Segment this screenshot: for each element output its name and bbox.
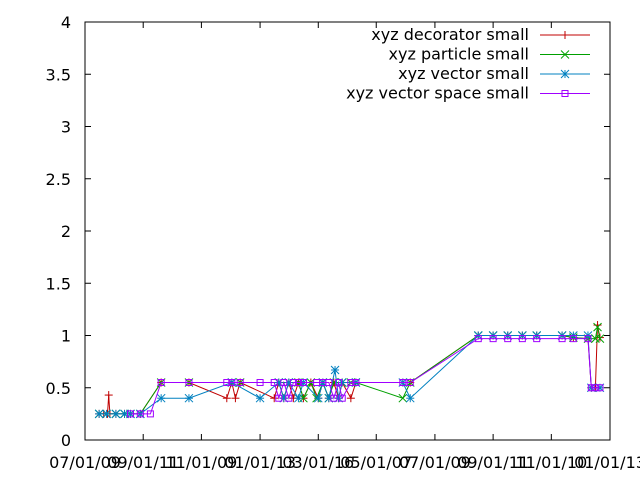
- data-point: [533, 335, 541, 343]
- data-point: [185, 379, 193, 387]
- data-point: [157, 379, 165, 387]
- y-tick-label: 4: [61, 13, 71, 32]
- series-2: [94, 322, 605, 419]
- data-point: [587, 384, 595, 392]
- data-point: [270, 379, 278, 387]
- legend-marker: [561, 31, 569, 39]
- data-point: [156, 393, 166, 403]
- x-tick-label: 09/01/11: [457, 453, 529, 472]
- data-point: [330, 394, 338, 402]
- y-tick-label: 0.5: [46, 379, 71, 398]
- data-point: [289, 379, 297, 387]
- data-point: [294, 393, 303, 403]
- data-point: [569, 335, 577, 343]
- data-point: [405, 393, 415, 403]
- data-point: [294, 379, 302, 387]
- data-point: [591, 334, 600, 343]
- data-point: [584, 335, 592, 343]
- data-point: [335, 379, 343, 387]
- data-point: [406, 379, 414, 387]
- legend-item: xyz particle small: [389, 45, 590, 64]
- data-point: [136, 410, 144, 418]
- y-tick-label: 3: [61, 118, 71, 137]
- y-tick-label: 3.5: [46, 65, 71, 84]
- data-point: [255, 393, 265, 403]
- data-point: [489, 335, 497, 343]
- data-point: [595, 334, 605, 343]
- data-point: [222, 394, 231, 403]
- series-line: [130, 338, 600, 415]
- data-point: [285, 394, 293, 402]
- data-point: [111, 409, 121, 419]
- data-point: [325, 379, 333, 387]
- data-point: [313, 393, 323, 403]
- x-tick-label: 05/01/07: [340, 453, 412, 472]
- series-line: [99, 326, 601, 415]
- data-point: [236, 379, 244, 387]
- data-point: [275, 394, 283, 402]
- x-tick-label: 01/01/13: [574, 453, 640, 472]
- data-point: [558, 335, 566, 343]
- legend-label: xyz vector space small: [346, 84, 529, 103]
- y-tick-label: 1: [61, 327, 71, 346]
- x-tick-label: 01/01/13: [224, 453, 296, 472]
- series-4: [127, 335, 604, 418]
- data-point: [94, 409, 104, 419]
- data-point: [330, 365, 340, 375]
- data-point: [231, 394, 240, 403]
- legend-item: xyz vector small: [398, 64, 590, 83]
- data-point: [228, 379, 236, 387]
- data-point: [256, 379, 264, 387]
- legend-marker: [560, 50, 570, 59]
- x-tick-label: 07/01/09: [49, 453, 121, 472]
- data-point: [146, 410, 154, 418]
- data-point: [104, 391, 113, 400]
- data-point: [352, 379, 360, 387]
- data-point: [398, 393, 408, 403]
- legend-marker: [560, 69, 570, 79]
- data-point: [223, 379, 231, 387]
- x-tick-label: 11/01/10: [515, 453, 587, 472]
- data-point: [280, 379, 288, 387]
- data-point: [347, 379, 355, 387]
- data-point: [474, 335, 482, 343]
- data-point: [518, 335, 526, 343]
- data-point: [399, 379, 407, 387]
- legend-label: xyz decorator small: [371, 25, 529, 44]
- data-point: [270, 394, 279, 403]
- data-point: [338, 394, 346, 402]
- axes: 00.511.522.533.5407/01/0909/01/1111/01/0…: [46, 13, 640, 472]
- legend-marker: [561, 90, 569, 97]
- data-point: [184, 393, 194, 403]
- y-tick-label: 0: [61, 431, 71, 450]
- y-tick-label: 2.5: [46, 170, 71, 189]
- x-tick-label: 07/01/09: [399, 453, 471, 472]
- x-tick-label: 11/01/09: [165, 453, 237, 472]
- x-tick-label: 09/01/11: [107, 453, 179, 472]
- data-point: [102, 409, 111, 419]
- legend-label: xyz particle small: [389, 45, 529, 64]
- series-line: [99, 335, 600, 415]
- series-layer: [94, 321, 605, 419]
- series-3: [94, 331, 605, 419]
- data-point: [591, 384, 599, 392]
- y-tick-label: 2: [61, 222, 71, 241]
- data-point: [346, 394, 355, 403]
- x-tick-label: 03/01/16: [282, 453, 354, 472]
- legend-item: xyz decorator small: [371, 25, 590, 44]
- data-point: [593, 322, 602, 332]
- data-point: [127, 410, 135, 418]
- y-tick-label: 1.5: [46, 274, 71, 293]
- data-point: [596, 384, 604, 392]
- legend-item: xyz vector space small: [346, 84, 590, 103]
- data-point: [299, 379, 307, 387]
- legend-label: xyz vector small: [398, 64, 529, 83]
- data-point: [504, 335, 512, 343]
